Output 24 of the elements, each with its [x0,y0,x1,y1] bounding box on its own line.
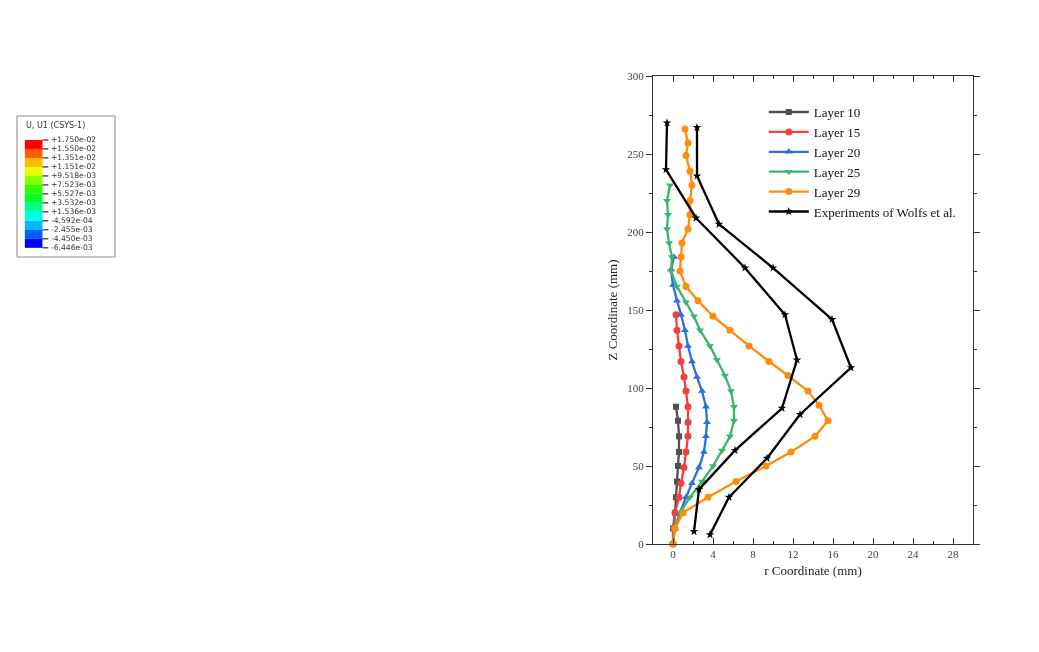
y-axis-title: Z Coordinate (mm) [605,259,621,361]
y-tick-label: 200 [627,225,645,238]
x-tick-label: 4 [710,548,717,561]
legend-label: Layer 29 [813,184,861,200]
text: U, U1 (CSYS-1) [26,121,86,130]
y-tick-label: 50 [632,459,645,472]
y-tick-label: 250 [627,147,645,160]
x-tick-label: 16 [827,548,839,561]
x-tick-label: 28 [947,548,959,561]
legend-label: Layer 15 [813,124,861,140]
x-tick-label: 24 [907,548,919,561]
y-tick-label: 150 [627,303,645,316]
x-tick-label: 0 [670,548,677,561]
x-tick-label: 20 [867,548,879,561]
y-tick-label: 100 [627,381,645,394]
legend-label: Layer 10 [813,105,861,121]
x-tick-label: 8 [750,548,757,561]
y-tick-label: 300 [627,69,645,82]
x-tick-label: 12 [787,548,799,561]
legend-label: Layer 20 [813,144,861,160]
legend-label: Layer 25 [813,164,861,180]
x-axis-title: r Coordinate (mm) [764,562,862,578]
legend-label: Experiments of Wolfs et al. [813,204,956,220]
y-tick-label: 0 [638,537,645,550]
